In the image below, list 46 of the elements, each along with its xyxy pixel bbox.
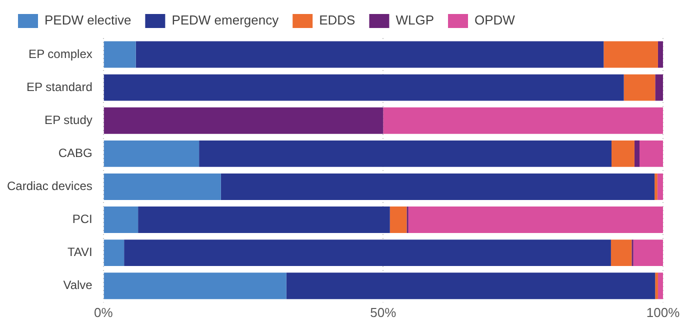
y-tick-label: Valve — [63, 278, 93, 292]
y-tick-label: EP study — [44, 112, 92, 127]
bar — [634, 140, 640, 167]
bar — [220, 174, 655, 200]
bar — [124, 240, 611, 266]
bar — [104, 174, 221, 200]
bar — [658, 272, 663, 300]
bar — [136, 41, 604, 68]
bar — [624, 74, 656, 101]
bar — [138, 206, 390, 233]
legend-label: WLGP — [396, 12, 434, 28]
bar — [655, 74, 663, 101]
bar — [654, 174, 658, 200]
x-tick-label: 100% — [646, 304, 680, 320]
bar — [657, 174, 663, 200]
bar — [604, 41, 658, 68]
y-tick-label: EP standard — [26, 80, 92, 94]
y-tick-label: PCI — [72, 212, 92, 226]
bar — [104, 107, 384, 134]
legend-label: EDDS — [319, 12, 356, 28]
bar — [286, 272, 656, 300]
legend-label: OPDW — [474, 12, 516, 28]
bar — [390, 206, 407, 233]
x-tick-label: 50% — [370, 304, 397, 320]
bar — [610, 240, 632, 266]
y-tick-label: TAVI — [67, 245, 92, 260]
bar — [639, 140, 663, 167]
bar — [104, 74, 624, 101]
bar — [408, 206, 663, 233]
bar — [104, 206, 138, 233]
bar — [658, 41, 663, 68]
legend-label: PEDW elective — [44, 12, 132, 28]
bar — [104, 272, 286, 300]
bar — [655, 272, 658, 300]
bar — [104, 41, 136, 68]
bar — [199, 140, 612, 167]
y-tick-label: CABG — [58, 146, 92, 160]
bar — [633, 240, 663, 266]
bar — [612, 140, 634, 167]
bar — [104, 140, 200, 167]
y-tick-label: Cardiac devices — [6, 179, 92, 194]
legend-label: PEDW emergency — [172, 12, 280, 28]
y-tick-label: EP complex — [28, 46, 92, 61]
bar — [104, 240, 124, 266]
bar — [383, 107, 663, 134]
x-tick-label: 0% — [94, 304, 114, 320]
